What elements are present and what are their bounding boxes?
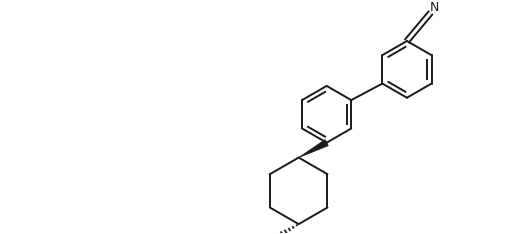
Polygon shape	[298, 140, 328, 157]
Text: N: N	[430, 1, 439, 15]
